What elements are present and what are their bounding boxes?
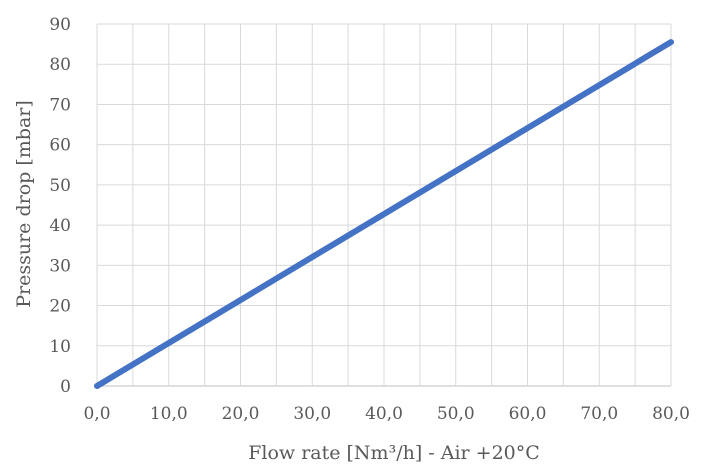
x-tick-label: 60,0 <box>509 404 547 424</box>
y-tick-label: 90 <box>49 15 71 35</box>
x-tick-label: 0,0 <box>83 404 110 424</box>
series-group <box>94 39 674 389</box>
y-tick-label: 10 <box>49 337 71 357</box>
y-tick-label: 40 <box>49 216 71 236</box>
y-tick-label: 70 <box>49 95 71 115</box>
x-tick-label: 40,0 <box>365 404 403 424</box>
y-tick-labels: 0 10 20 30 40 50 60 70 80 90 <box>49 15 71 397</box>
y-tick-label: 60 <box>49 136 71 156</box>
grid-lines <box>96 23 672 387</box>
y-tick-label: 80 <box>49 55 71 75</box>
y-tick-label: 20 <box>49 297 71 317</box>
x-tick-label: 50,0 <box>437 404 475 424</box>
x-axis-title: Flow rate [Nm³/h] - Air +20°C <box>248 442 540 464</box>
x-tick-label: 10,0 <box>150 404 188 424</box>
y-tick-label: 0 <box>60 377 71 397</box>
series-line <box>94 39 674 389</box>
y-tick-label: 30 <box>49 256 71 276</box>
x-tick-labels: 0,0 10,0 20,0 30,0 40,0 50,0 60,0 70,0 80,0 <box>83 404 689 424</box>
x-tick-label: 80,0 <box>652 404 690 424</box>
x-tick-label: 20,0 <box>222 404 260 424</box>
y-axis-title: Pressure drop [mbar] <box>13 100 35 308</box>
y-tick-label: 50 <box>49 176 71 196</box>
x-tick-label: 70,0 <box>580 404 618 424</box>
x-tick-label: 30,0 <box>293 404 331 424</box>
